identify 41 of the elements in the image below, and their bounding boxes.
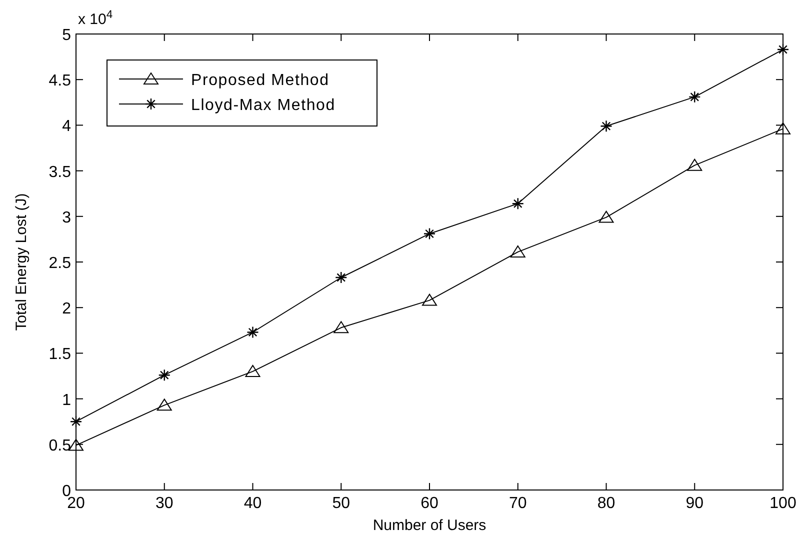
point [70, 416, 82, 428]
point [776, 122, 790, 134]
point [688, 90, 701, 104]
legend-label: Proposed Method [191, 72, 330, 89]
y-tick-label: 5 [62, 27, 72, 44]
point [600, 120, 612, 132]
x-tick-label: 90 [686, 495, 704, 512]
y-tick-label: 3.5 [48, 164, 72, 181]
x-tick-label: 100 [770, 495, 796, 512]
point [776, 43, 790, 56]
x-tick-label: 70 [508, 495, 527, 512]
point [246, 326, 259, 338]
y-tick-label: 0.5 [48, 437, 72, 454]
x-tick-label: 30 [155, 495, 174, 512]
y-axis-title: Total Energy Lost (J) [13, 193, 30, 331]
text: x 10$^{4}$ [78, 9, 113, 28]
point [335, 271, 348, 284]
point [512, 198, 524, 210]
y-tick-label: 1 [62, 392, 72, 409]
x-axis-title: Number of Users [372, 517, 486, 534]
y-tick-label: 4 [62, 118, 72, 136]
x-tick-label: 60 [420, 495, 438, 512]
point [334, 321, 349, 334]
x-tick-label: 20 [67, 495, 85, 512]
y-tick-label: 2 [62, 300, 72, 318]
point [687, 158, 702, 171]
point [156, 398, 172, 411]
y-tick-label: 1.5 [48, 346, 72, 364]
point [423, 228, 436, 240]
legend-label: Lloyd-Max Method [191, 97, 336, 114]
x-tick-label: 40 [244, 495, 262, 512]
point [245, 364, 260, 377]
x-tick-label: 50 [332, 495, 350, 512]
x-tick-label: 80 [597, 495, 616, 512]
y-tick-label: 3 [62, 209, 72, 226]
point [510, 245, 526, 258]
point [158, 368, 170, 382]
y-tick-label: 2.5 [48, 255, 72, 272]
point [422, 294, 437, 306]
point [598, 210, 614, 223]
y-tick-label: 4.5 [48, 72, 72, 90]
